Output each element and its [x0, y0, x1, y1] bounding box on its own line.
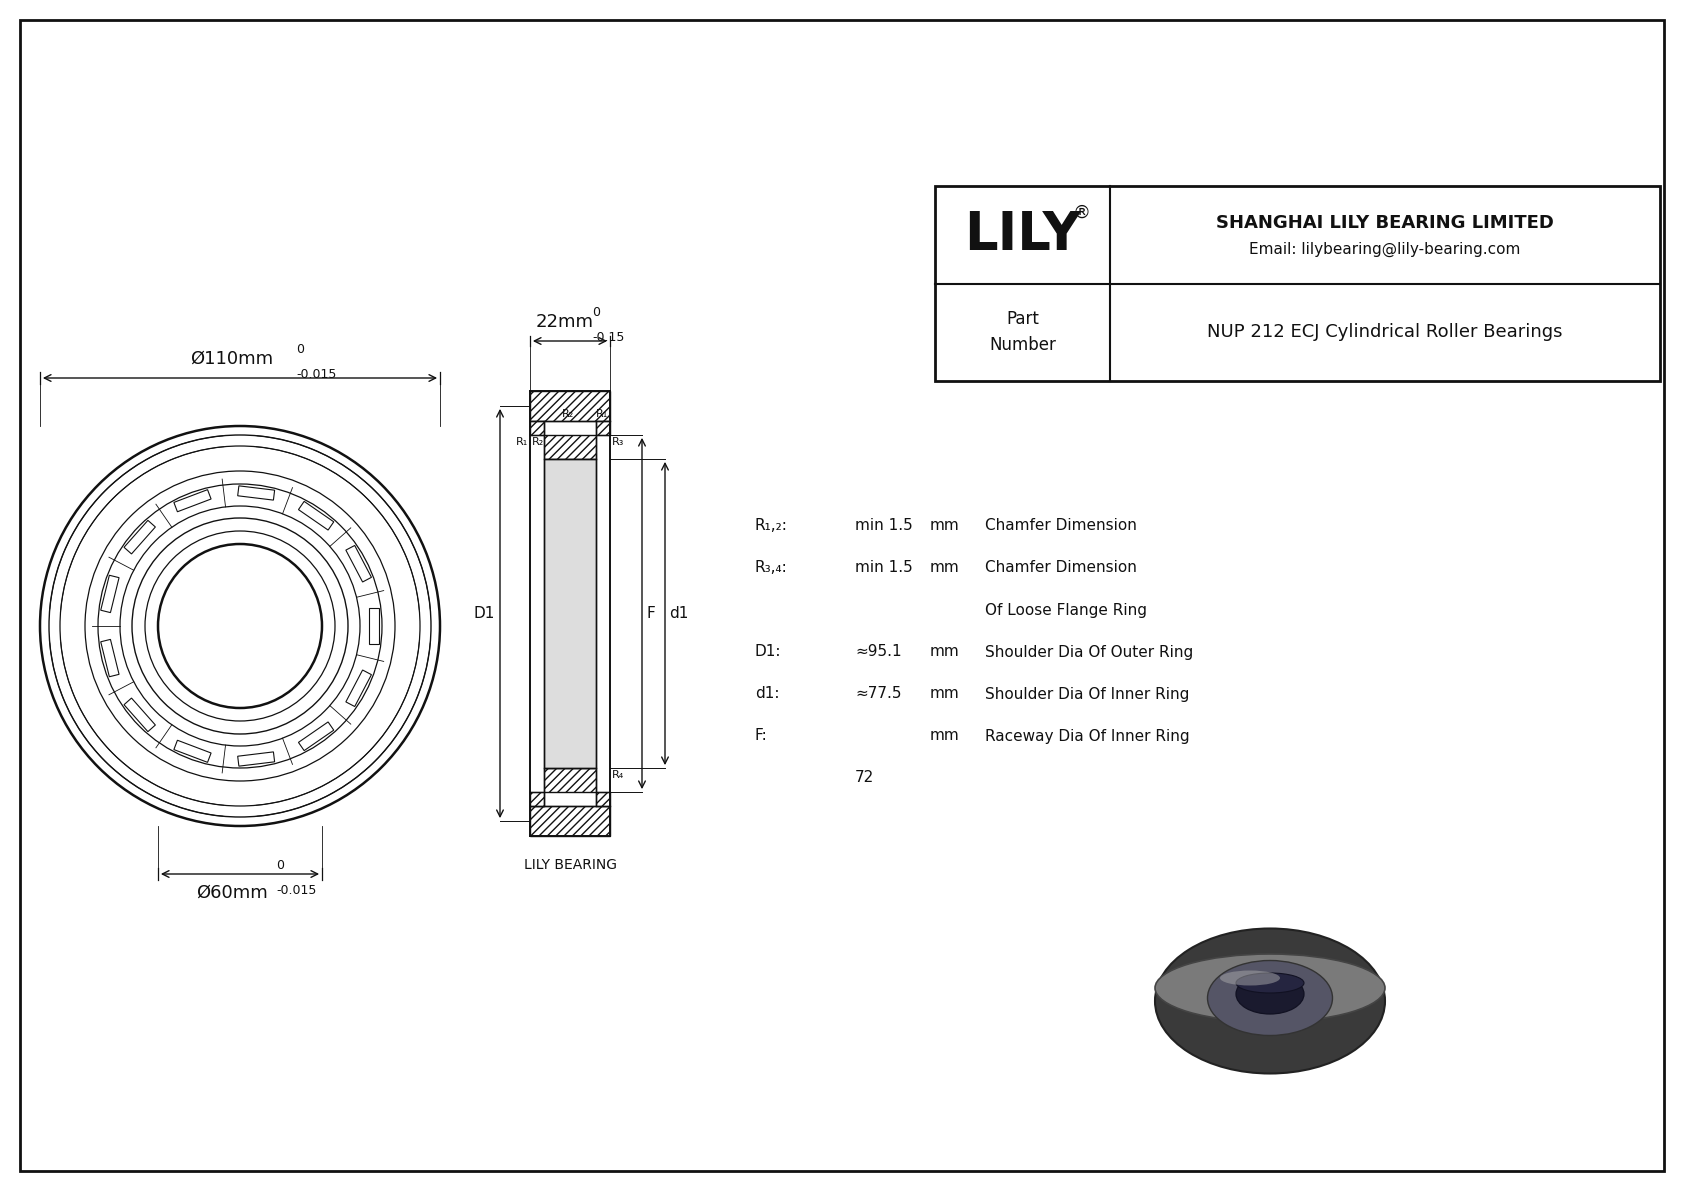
Bar [530, 391, 610, 420]
Text: F:: F: [754, 729, 768, 743]
Text: 0: 0 [296, 343, 305, 356]
Text: d1: d1 [669, 606, 689, 621]
Text: min 1.5: min 1.5 [855, 561, 913, 575]
Text: ≈77.5: ≈77.5 [855, 686, 901, 701]
Polygon shape [101, 640, 120, 676]
Ellipse shape [1236, 973, 1303, 993]
Text: mm: mm [930, 518, 960, 534]
Text: mm: mm [930, 686, 960, 701]
Text: NUP 212 ECJ Cylindrical Roller Bearings: NUP 212 ECJ Cylindrical Roller Bearings [1207, 323, 1563, 342]
Bar [544, 435, 596, 459]
Text: 22mm: 22mm [536, 313, 594, 331]
Text: D1: D1 [473, 606, 495, 621]
Text: R₄: R₄ [611, 771, 625, 780]
Text: Shoulder Dia Of Inner Ring: Shoulder Dia Of Inner Ring [985, 686, 1189, 701]
Polygon shape [298, 722, 333, 750]
Bar [530, 792, 544, 806]
Bar [530, 420, 544, 435]
Text: R₁: R₁ [596, 409, 608, 419]
Text: mm: mm [930, 644, 960, 660]
Text: R₁: R₁ [515, 437, 529, 447]
Polygon shape [237, 486, 274, 500]
Text: min 1.5: min 1.5 [855, 518, 913, 534]
Text: -0.015: -0.015 [276, 884, 317, 897]
Text: Part
Number: Part Number [989, 310, 1056, 355]
Polygon shape [369, 607, 379, 644]
Text: Chamfer Dimension: Chamfer Dimension [985, 518, 1137, 534]
Ellipse shape [1236, 974, 1303, 1014]
Bar [935, 186, 1660, 381]
Bar [596, 792, 610, 806]
Text: Email: lilybearing@lily-bearing.com: Email: lilybearing@lily-bearing.com [1250, 242, 1521, 257]
Polygon shape [101, 575, 120, 612]
Text: F: F [647, 606, 655, 621]
Text: R₂: R₂ [562, 409, 574, 419]
Polygon shape [125, 520, 155, 554]
Text: mm: mm [930, 729, 960, 743]
Text: -0.015: -0.015 [296, 368, 337, 381]
Text: 0: 0 [593, 306, 600, 319]
Polygon shape [345, 545, 372, 582]
Text: Chamfer Dimension: Chamfer Dimension [985, 561, 1137, 575]
Text: LILY BEARING: LILY BEARING [524, 858, 616, 872]
Bar [544, 768, 596, 792]
Text: R₂: R₂ [532, 437, 544, 447]
Text: D1:: D1: [754, 644, 781, 660]
Polygon shape [125, 698, 155, 731]
Polygon shape [345, 671, 372, 706]
Polygon shape [173, 490, 210, 512]
Text: -0.15: -0.15 [593, 331, 625, 344]
Ellipse shape [1155, 929, 1384, 1073]
Ellipse shape [1207, 960, 1332, 1035]
Text: mm: mm [930, 561, 960, 575]
Ellipse shape [1155, 954, 1384, 1022]
Text: R₁,₂:: R₁,₂: [754, 518, 788, 534]
Polygon shape [237, 752, 274, 766]
Text: 72: 72 [855, 771, 874, 786]
Text: ®: ® [1073, 204, 1091, 222]
Text: ≈95.1: ≈95.1 [855, 644, 901, 660]
Text: R₃: R₃ [611, 437, 625, 447]
Text: 0: 0 [276, 859, 285, 872]
Text: Of Loose Flange Ring: Of Loose Flange Ring [985, 603, 1147, 617]
Bar [530, 806, 610, 836]
Polygon shape [173, 741, 210, 762]
Text: Ø110mm: Ø110mm [190, 350, 273, 368]
Text: Shoulder Dia Of Outer Ring: Shoulder Dia Of Outer Ring [985, 644, 1194, 660]
Ellipse shape [1219, 971, 1280, 985]
Text: SHANGHAI LILY BEARING LIMITED: SHANGHAI LILY BEARING LIMITED [1216, 213, 1554, 232]
Bar [596, 420, 610, 435]
Text: d1:: d1: [754, 686, 780, 701]
Text: R₃,₄:: R₃,₄: [754, 561, 788, 575]
Text: Raceway Dia Of Inner Ring: Raceway Dia Of Inner Ring [985, 729, 1189, 743]
Polygon shape [298, 501, 333, 530]
Bar [544, 459, 596, 768]
Text: Ø60mm: Ø60mm [195, 884, 268, 902]
Text: LILY: LILY [965, 208, 1081, 261]
